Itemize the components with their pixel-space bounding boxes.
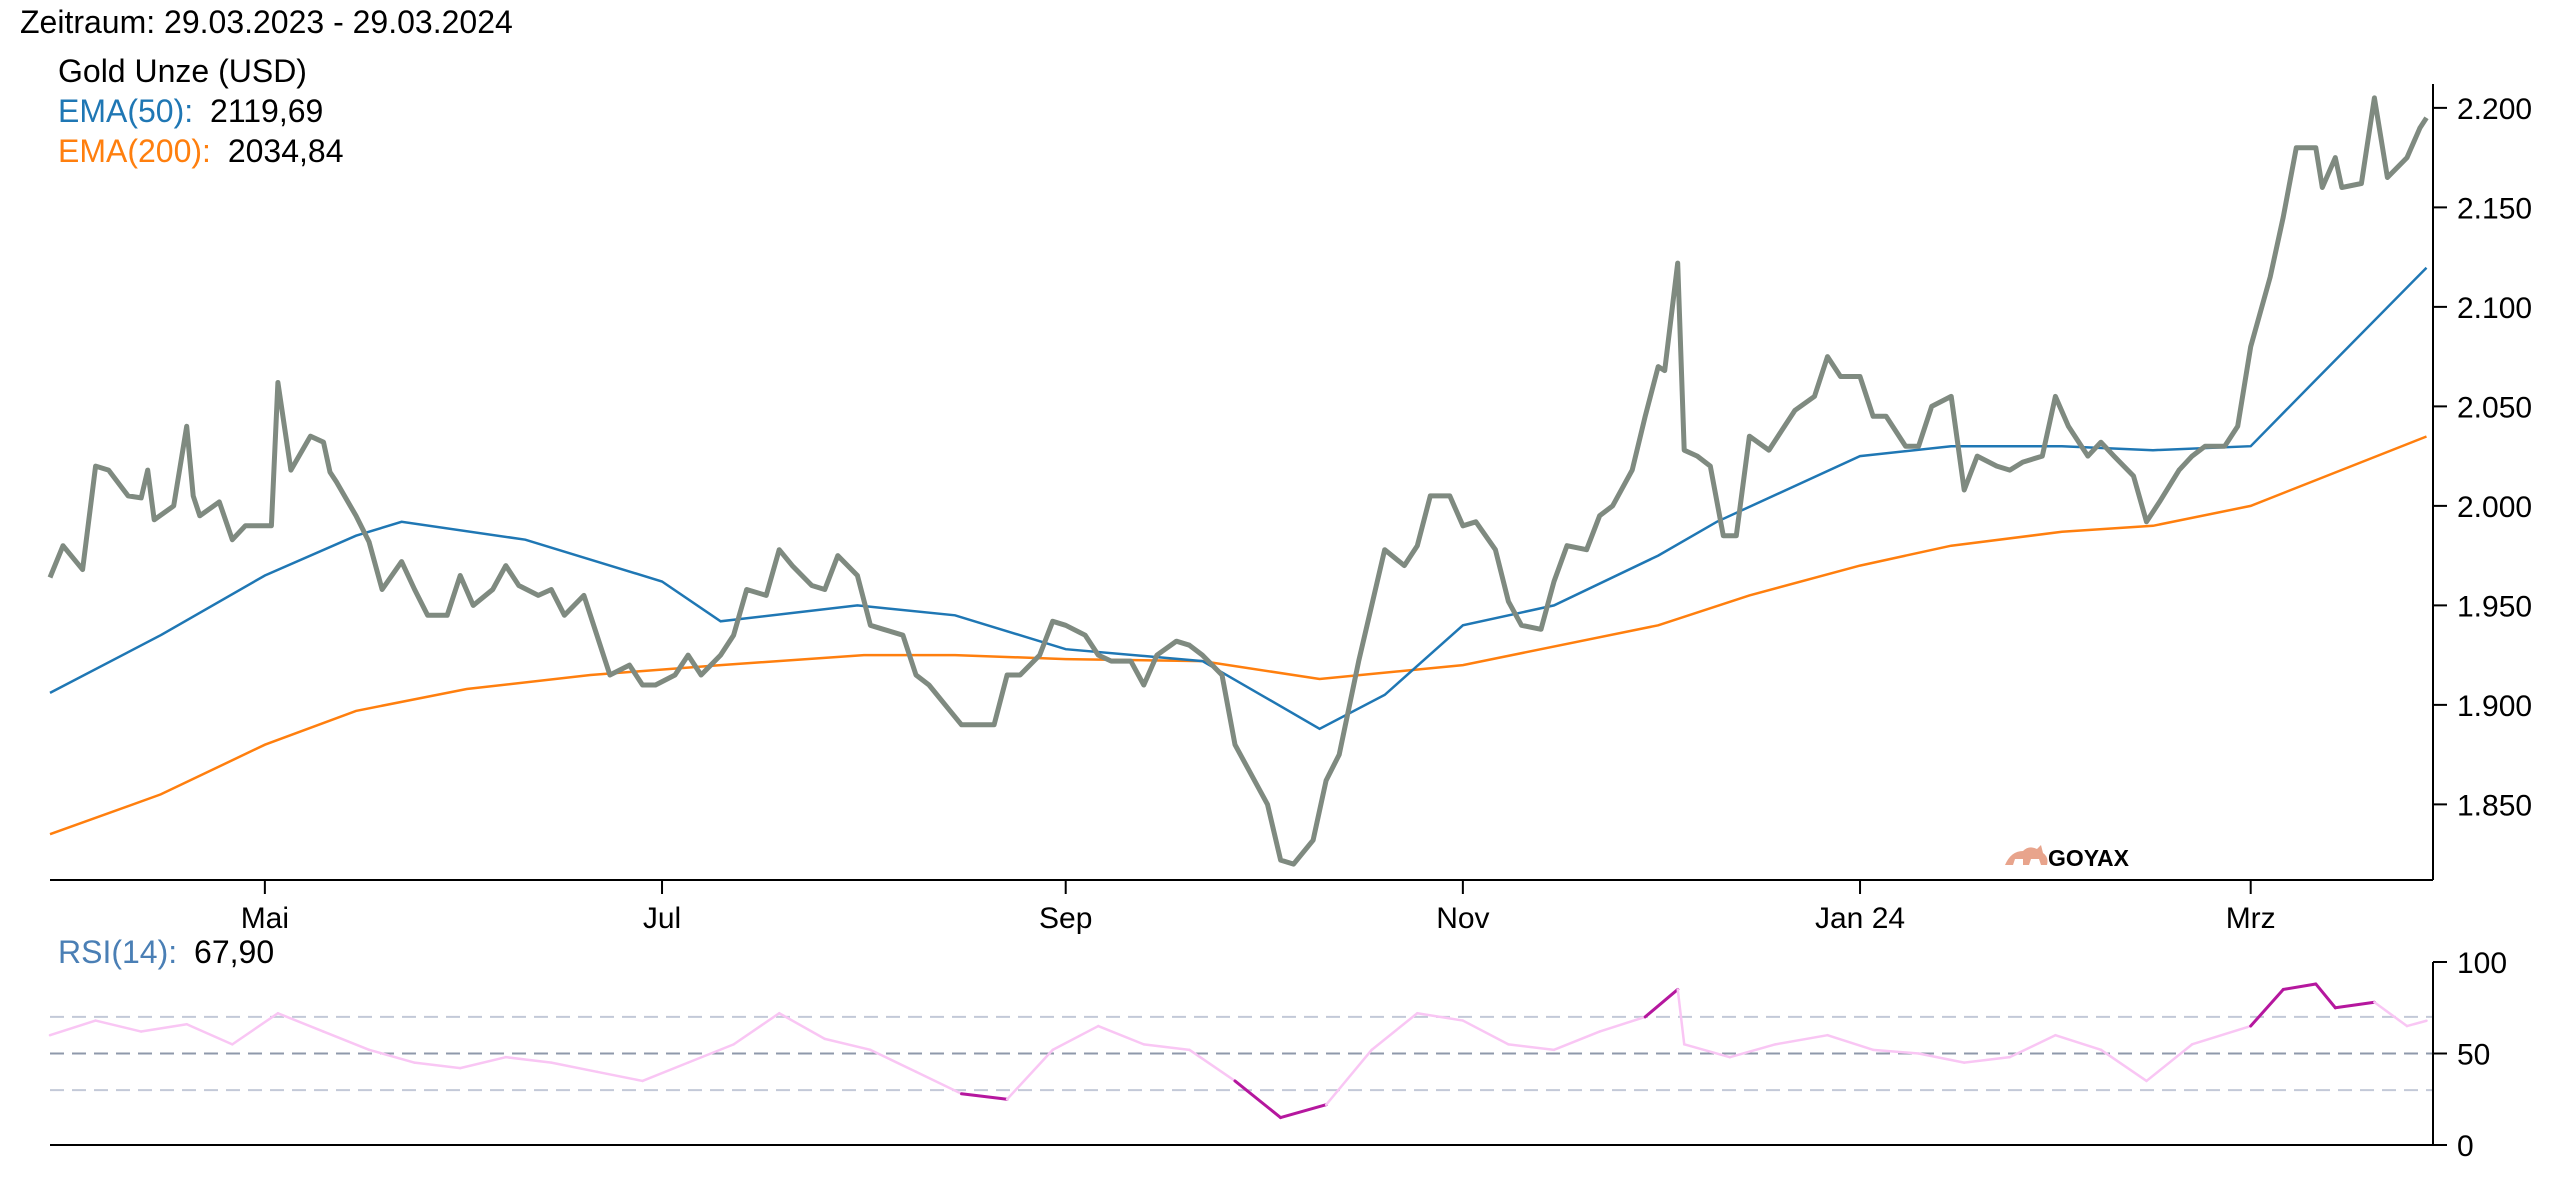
x-tick-label: Jul bbox=[643, 902, 681, 935]
rsi-segment bbox=[1917, 1052, 1966, 1064]
rsi-segment bbox=[2008, 1033, 2057, 1059]
rsi-segment bbox=[732, 1011, 781, 1046]
rsi-segment bbox=[185, 1022, 234, 1046]
legend-ema50-label: EMA(50): bbox=[58, 93, 193, 129]
rsi-segment bbox=[1962, 1055, 2012, 1064]
rsi-segment bbox=[1826, 1033, 1875, 1052]
rsi-segment bbox=[1370, 1011, 1419, 1052]
rsi-segment bbox=[686, 1043, 735, 1064]
rsi-segment bbox=[1324, 1048, 1373, 1106]
rsi-segment bbox=[2281, 982, 2318, 991]
svg-text:RSI(14): 67,90: RSI(14): 67,90 bbox=[58, 934, 274, 970]
x-tick-label: Mai bbox=[241, 902, 289, 935]
price-y-ticks: 1.850 1.900 1.950 2.000 2.050 2.100 2.150 2.200 bbox=[2433, 93, 2532, 822]
price-y-tick-label: 1.950 bbox=[2457, 590, 2532, 623]
x-tick-label: Jan 24 bbox=[1815, 902, 1905, 935]
goyax-watermark: GOYAX bbox=[2005, 845, 2130, 871]
rsi-segment bbox=[550, 1061, 599, 1074]
rsi-segment bbox=[777, 1011, 827, 1041]
rsi-segment bbox=[139, 1022, 188, 1033]
price-y-tick-label: 2.050 bbox=[2457, 391, 2532, 424]
rsi-label: RSI(14): bbox=[58, 934, 177, 970]
rsi-segment bbox=[231, 1011, 280, 1046]
rsi-segment bbox=[641, 1061, 690, 1083]
svg-text:EMA(50): 2119,69: EMA(50): 2119,69 bbox=[58, 93, 323, 129]
rsi-segment bbox=[2249, 987, 2285, 1028]
rsi-segment bbox=[2190, 1024, 2252, 1046]
rsi-segment bbox=[2314, 982, 2337, 1010]
price-y-tick-label: 1.900 bbox=[2457, 690, 2532, 723]
legend-ema200-label: EMA(200): bbox=[58, 133, 211, 169]
watermark-text: GOYAX bbox=[2048, 845, 2130, 871]
rsi-segment bbox=[367, 1048, 416, 1064]
rsi-segment bbox=[1005, 1048, 1054, 1101]
rsi-segment bbox=[2054, 1033, 2103, 1052]
rsi-segment bbox=[2099, 1048, 2148, 1083]
rsi-segment bbox=[504, 1055, 553, 1064]
ema200-line bbox=[49, 435, 2427, 836]
rsi-segment bbox=[869, 1048, 918, 1074]
price-x-ticks: Mai Jul Sep Nov Jan 24 Mrz bbox=[241, 880, 2276, 935]
price-y-tick-label: 2.100 bbox=[2457, 292, 2532, 325]
rsi-segment bbox=[322, 1030, 371, 1052]
rsi-segment bbox=[960, 1092, 1009, 1101]
legend-ema50-value: 2119,69 bbox=[210, 93, 323, 129]
rsi-segment bbox=[1552, 1030, 1601, 1052]
price-y-tick-label: 2.200 bbox=[2457, 93, 2532, 126]
rsi-y-tick-label: 50 bbox=[2457, 1039, 2490, 1072]
rsi-segment bbox=[823, 1037, 872, 1052]
zeitraum-label: Zeitraum: 29.03.2023 - 29.03.2024 bbox=[20, 4, 513, 40]
rsi-segment bbox=[1507, 1043, 1556, 1052]
rsi-segment bbox=[914, 1070, 963, 1096]
svg-text:EMA(200): 2034,84: EMA(200): 2034,84 bbox=[58, 133, 344, 169]
rsi-y-ticks: 0 50 100 bbox=[2433, 947, 2507, 1163]
rsi-segment bbox=[1233, 1079, 1283, 1120]
x-tick-label: Mrz bbox=[2226, 902, 2276, 935]
price-y-tick-label: 2.000 bbox=[2457, 491, 2532, 524]
legend-title: Gold Unze (USD) bbox=[58, 53, 307, 89]
rsi-line bbox=[48, 982, 2428, 1120]
rsi-segment bbox=[94, 1019, 143, 1033]
rsi-segment bbox=[48, 1019, 97, 1037]
rsi-value: 67,90 bbox=[194, 934, 274, 970]
rsi-segment bbox=[1461, 1019, 1510, 1046]
rsi-segment bbox=[276, 1011, 325, 1033]
legend-ema200-value: 2034,84 bbox=[228, 133, 344, 169]
rsi-segment bbox=[1051, 1024, 1100, 1052]
rsi-segment bbox=[1142, 1043, 1191, 1052]
rsi-segment bbox=[1279, 1103, 1328, 1120]
x-tick-label: Sep bbox=[1039, 902, 1092, 935]
bull-icon bbox=[2005, 845, 2048, 865]
price-y-tick-label: 1.850 bbox=[2457, 789, 2532, 822]
rsi-segment bbox=[2373, 1001, 2409, 1028]
rsi-segment bbox=[1728, 1043, 1777, 1059]
x-tick-label: Nov bbox=[1436, 902, 1489, 935]
rsi-segment bbox=[1416, 1011, 1465, 1022]
price-line bbox=[47, 95, 2429, 867]
legend: Gold Unze (USD) EMA(50): 2119,69 EMA(200… bbox=[58, 53, 344, 169]
rsi-reference-lines bbox=[50, 1015, 2433, 1092]
ema50-line bbox=[49, 266, 2428, 731]
rsi-segment bbox=[2145, 1043, 2194, 1083]
price-y-tick-label: 2.150 bbox=[2457, 192, 2532, 225]
rsi-segment bbox=[595, 1070, 644, 1083]
rsi-segment bbox=[1598, 1015, 1647, 1033]
rsi-segment bbox=[2405, 1019, 2428, 1028]
rsi-segment bbox=[1643, 987, 1680, 1019]
rsi-y-tick-label: 0 bbox=[2457, 1130, 2474, 1163]
rsi-segment bbox=[1871, 1048, 1920, 1055]
rsi-panel: RSI(14): 67,90 0 50 100 bbox=[48, 934, 2507, 1163]
rsi-segment bbox=[2333, 1000, 2376, 1010]
price-panel: 1.850 1.900 1.950 2.000 2.050 2.100 2.150 2.200… bbox=[47, 84, 2532, 935]
rsi-y-tick-label: 100 bbox=[2457, 947, 2507, 980]
rsi-segment bbox=[413, 1061, 462, 1070]
rsi-segment bbox=[1097, 1024, 1146, 1046]
rsi-segment bbox=[458, 1055, 508, 1070]
rsi-segment bbox=[1676, 988, 1686, 1046]
rsi-segment bbox=[1682, 1043, 1732, 1059]
rsi-segment bbox=[1774, 1033, 1829, 1046]
rsi-segment bbox=[1188, 1048, 1237, 1083]
